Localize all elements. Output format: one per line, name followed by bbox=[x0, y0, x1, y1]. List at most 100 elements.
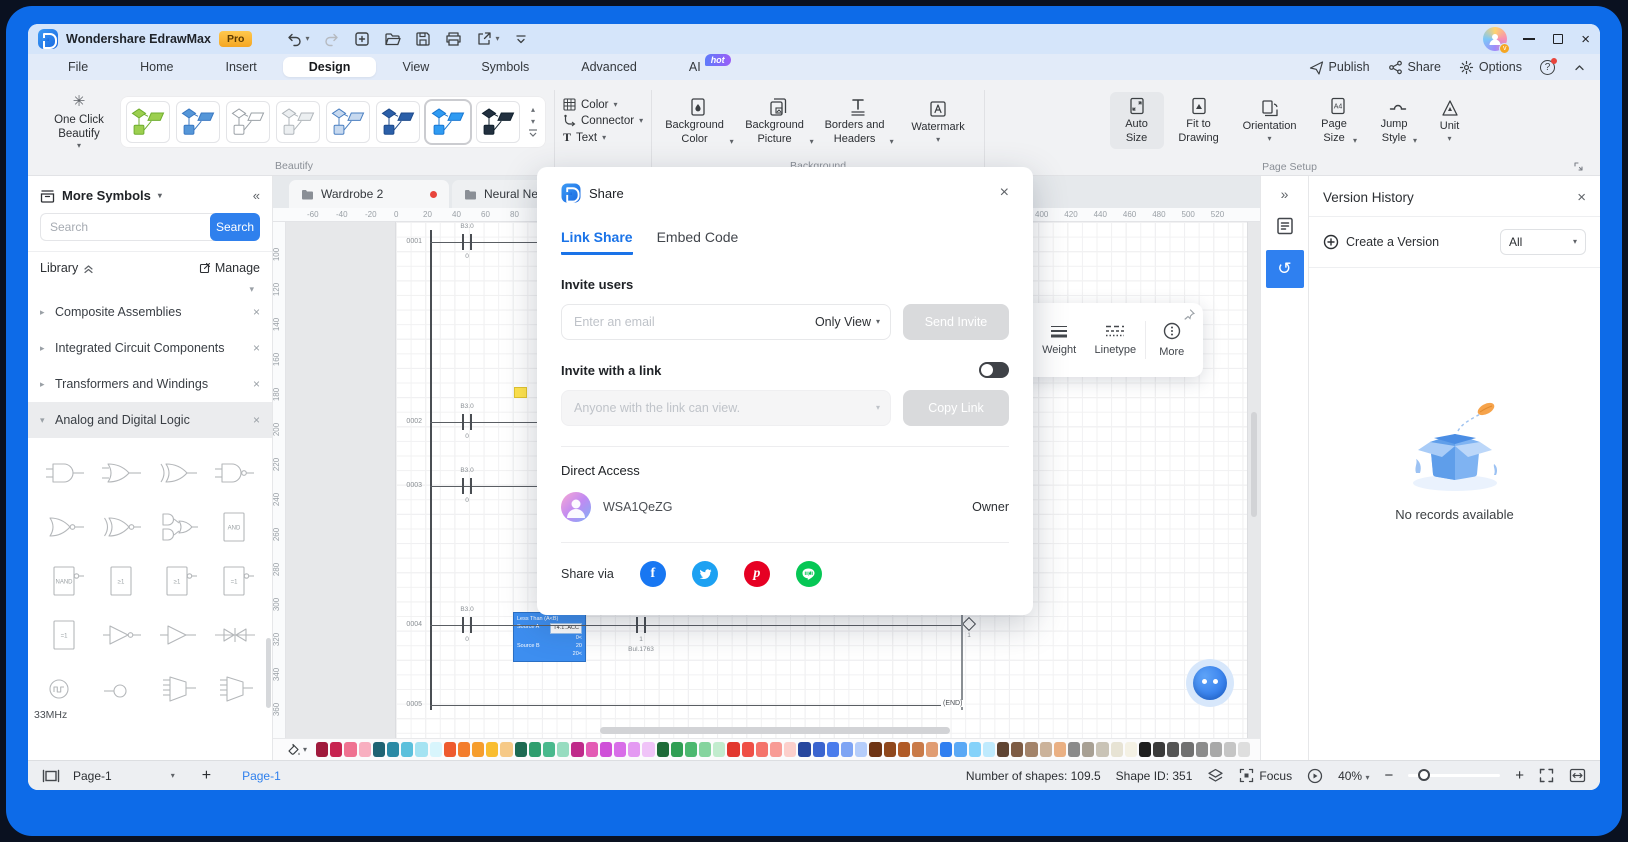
user-avatar[interactable]: v bbox=[1483, 27, 1511, 54]
zoom-in-button[interactable]: + bbox=[1515, 767, 1524, 784]
create-version-button[interactable]: Create a Version bbox=[1346, 235, 1440, 249]
customize-toolbar-button[interactable] bbox=[514, 32, 528, 46]
palette-swatch[interactable] bbox=[670, 742, 683, 757]
ladder-contact[interactable] bbox=[459, 414, 475, 430]
minimize-button[interactable] bbox=[1523, 38, 1536, 40]
close-button[interactable]: × bbox=[1581, 30, 1590, 48]
options-button[interactable]: Options bbox=[1459, 60, 1522, 75]
layers-button[interactable] bbox=[1207, 768, 1224, 784]
close-library-icon[interactable]: × bbox=[252, 413, 260, 427]
symbol-xor-box[interactable]: =1 bbox=[38, 610, 93, 660]
palette-swatch[interactable] bbox=[869, 742, 882, 757]
palette-swatch[interactable] bbox=[1195, 742, 1208, 757]
one-click-beautify-button[interactable]: ✳ One Click Beautify ▾ bbox=[42, 93, 116, 151]
palette-swatch[interactable] bbox=[897, 742, 910, 757]
symbol-and-box[interactable]: AND bbox=[208, 502, 263, 552]
palette-swatch[interactable] bbox=[316, 742, 329, 757]
print-button[interactable] bbox=[445, 31, 462, 47]
symbol-xor-gate[interactable] bbox=[151, 448, 206, 498]
twitter-icon[interactable] bbox=[691, 561, 718, 587]
page-menu-caret-icon[interactable]: ▾ bbox=[170, 770, 175, 780]
ladder-contact[interactable] bbox=[459, 234, 475, 250]
palette-swatch[interactable] bbox=[784, 742, 797, 757]
text-button[interactable]: T Text ▾ bbox=[563, 130, 643, 145]
theme-thumbnail-4[interactable] bbox=[276, 100, 320, 143]
collapse-ribbon-button[interactable] bbox=[1573, 61, 1586, 74]
palette-swatch[interactable] bbox=[1209, 742, 1223, 757]
palette-swatch[interactable] bbox=[713, 742, 726, 757]
theme-thumbnail-2[interactable] bbox=[176, 100, 220, 143]
help-button[interactable]: ? bbox=[1540, 57, 1557, 75]
save-button[interactable] bbox=[415, 31, 431, 47]
version-history-tab[interactable]: ↺ bbox=[1265, 250, 1304, 288]
page-size-button[interactable]: A4 Page Size ▾ bbox=[1310, 92, 1366, 148]
palette-swatch[interactable] bbox=[1039, 742, 1052, 757]
fit-width-button[interactable] bbox=[1569, 768, 1586, 783]
theme-down-button[interactable]: ▾ bbox=[530, 117, 535, 126]
jump-style-button[interactable]: Jump Style ▾ bbox=[1370, 92, 1426, 148]
palette-swatch[interactable] bbox=[457, 742, 471, 757]
background-picture-button[interactable]: Background Picture ▾ bbox=[740, 93, 816, 149]
ladder-rung[interactable] bbox=[430, 705, 961, 707]
ladder-rung[interactable] bbox=[430, 625, 961, 627]
symbol-compound-gate[interactable] bbox=[151, 502, 206, 552]
sidebar-scrollbar[interactable] bbox=[266, 638, 271, 708]
sidebar-item-analog-and-digital-logic[interactable]: ▾ Analog and Digital Logic × bbox=[28, 402, 272, 438]
theme-thumbnail-1[interactable] bbox=[126, 100, 170, 143]
palette-swatch[interactable] bbox=[1224, 742, 1237, 757]
palette-swatch[interactable] bbox=[571, 742, 584, 757]
palette-swatch[interactable] bbox=[1067, 742, 1081, 757]
focus-button[interactable]: Focus bbox=[1239, 768, 1292, 783]
symbol-nor-gate[interactable] bbox=[38, 502, 93, 552]
palette-swatch[interactable] bbox=[1167, 742, 1180, 757]
palette-swatch[interactable] bbox=[840, 742, 854, 757]
assistant-bubble-button[interactable] bbox=[1186, 659, 1234, 707]
zoom-slider-knob[interactable] bbox=[1418, 769, 1431, 781]
palette-swatch[interactable] bbox=[514, 742, 527, 757]
symbol-or-gate[interactable] bbox=[95, 448, 150, 498]
watermark-button[interactable]: Watermark ▾ bbox=[900, 95, 976, 148]
symbol-buffer-gate[interactable] bbox=[151, 610, 206, 660]
email-input[interactable] bbox=[572, 314, 809, 330]
auto-size-button[interactable]: Auto Size bbox=[1109, 92, 1164, 149]
theme-more-button[interactable] bbox=[528, 129, 538, 138]
palette-swatch[interactable] bbox=[755, 742, 769, 757]
dialog-close-button[interactable]: × bbox=[999, 184, 1009, 201]
expand-panel-button[interactable]: » bbox=[1280, 186, 1289, 202]
publish-button[interactable]: Publish bbox=[1309, 60, 1370, 75]
palette-swatch[interactable] bbox=[557, 742, 570, 757]
fit-to-drawing-button[interactable]: Fit to Drawing bbox=[1168, 92, 1230, 148]
zoom-slider[interactable] bbox=[1408, 769, 1501, 781]
search-input[interactable] bbox=[40, 213, 214, 241]
copy-link-button[interactable]: Copy Link bbox=[903, 390, 1009, 426]
symbol-not-gate[interactable] bbox=[95, 610, 150, 660]
menu-item-insert[interactable]: Insert bbox=[225, 60, 257, 74]
unit-button[interactable]: Unit ▾ bbox=[1430, 94, 1470, 147]
ladder-instruction-block[interactable]: Less Than (A<B) Source A T4.1..ACC 0< Sou… bbox=[513, 612, 586, 662]
palette-swatch[interactable] bbox=[543, 742, 556, 757]
new-document-button[interactable] bbox=[354, 31, 370, 47]
palette-swatch[interactable] bbox=[1110, 742, 1123, 757]
palette-swatch[interactable] bbox=[997, 742, 1010, 757]
palette-swatch[interactable] bbox=[855, 742, 868, 757]
palette-swatch[interactable] bbox=[1082, 742, 1095, 757]
canvas-vertical-scrollbar[interactable] bbox=[1251, 412, 1257, 517]
theme-thumbnail-5[interactable] bbox=[326, 100, 370, 143]
tab-embed-code[interactable]: Embed Code bbox=[656, 229, 739, 245]
borders-headers-button[interactable]: Borders and Headers ▾ bbox=[820, 93, 896, 149]
palette-swatch[interactable] bbox=[684, 742, 698, 757]
version-panel-close-button[interactable]: × bbox=[1577, 189, 1586, 206]
palette-swatch[interactable] bbox=[982, 742, 996, 757]
palette-swatch[interactable] bbox=[1053, 742, 1066, 757]
close-library-icon[interactable]: × bbox=[252, 341, 260, 355]
line-icon[interactable] bbox=[795, 561, 822, 587]
symbol-diode-pair[interactable] bbox=[208, 610, 263, 660]
page-setup-expand-icon[interactable] bbox=[1573, 161, 1584, 172]
palette-swatch[interactable] bbox=[613, 742, 627, 757]
palette-swatch[interactable] bbox=[1011, 742, 1024, 757]
share-button[interactable]: Share bbox=[1388, 60, 1441, 75]
palette-swatch[interactable] bbox=[628, 742, 641, 757]
palette-swatch[interactable] bbox=[826, 742, 839, 757]
palette-swatch[interactable] bbox=[798, 742, 811, 757]
invite-link-toggle[interactable] bbox=[979, 362, 1009, 378]
